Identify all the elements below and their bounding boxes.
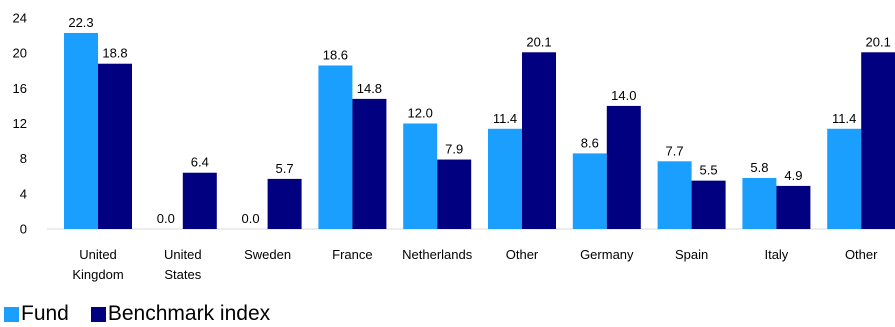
y-tick-label: 20 [13, 46, 27, 61]
bar-fund [657, 161, 692, 229]
data-label: 22.3 [68, 15, 93, 30]
legend-swatch-fund [4, 306, 19, 322]
bar-benchmark-index [267, 178, 302, 229]
bar-benchmark-index [352, 98, 387, 229]
data-label: 14.8 [357, 81, 382, 96]
x-tick-label: Other [845, 247, 878, 262]
data-label: 8.6 [581, 135, 599, 150]
data-label: 4.9 [784, 168, 802, 183]
bar-fund [488, 128, 522, 229]
bar-benchmark-index [522, 52, 556, 229]
x-tick-label: Germany [580, 247, 634, 262]
data-label: 6.4 [191, 155, 209, 170]
x-tick-label: France [332, 247, 372, 262]
bar-benchmark-index [606, 105, 641, 229]
data-label: 7.9 [445, 142, 463, 157]
y-tick-label: 0 [20, 222, 27, 237]
data-label: 0.0 [242, 211, 260, 226]
x-tick-label: Italy [764, 247, 788, 262]
bar-benchmark-index [776, 185, 811, 229]
data-label: 5.5 [700, 163, 718, 178]
data-label: 5.7 [276, 161, 294, 176]
bar-benchmark-index [861, 52, 895, 229]
y-tick-label: 24 [13, 11, 27, 26]
data-label: 7.7 [666, 143, 684, 158]
legend-item-fund: Fund [4, 302, 69, 326]
data-label: 11.4 [493, 111, 517, 126]
data-label: 18.6 [323, 47, 348, 62]
y-tick-label: 12 [13, 116, 27, 131]
bar-benchmark-index [98, 63, 132, 229]
x-tick-label: Spain [675, 247, 708, 262]
data-label: 14.0 [611, 88, 636, 103]
data-label: 20.1 [526, 34, 551, 49]
data-label: 20.1 [866, 34, 891, 49]
x-tick-label: Sweden [244, 247, 291, 262]
x-tick-label: States [164, 267, 201, 282]
bar-fund [827, 128, 862, 229]
x-tick-label: Kingdom [72, 267, 123, 282]
y-tick-label: 8 [20, 151, 27, 166]
data-label: 0.0 [157, 211, 175, 226]
x-tick-label: United [164, 247, 202, 262]
data-label: 11.4 [832, 111, 856, 126]
legend: Fund Benchmark index [4, 302, 292, 326]
data-label: 12.0 [408, 106, 433, 121]
bar-benchmark-index [437, 159, 472, 229]
legend-label-fund: Fund [21, 302, 69, 325]
legend-item-benchmark-index: Benchmark index [90, 302, 271, 326]
bar-fund [742, 178, 777, 229]
x-tick-label: United [79, 247, 117, 262]
x-tick-label: Netherlands [402, 247, 473, 262]
y-tick-label: 4 [20, 186, 27, 201]
bar-benchmark-index [182, 172, 217, 229]
bar-benchmark-index [691, 180, 726, 229]
bar-fund [572, 153, 607, 229]
data-label: 18.8 [102, 46, 127, 61]
x-tick-label: Other [506, 247, 539, 262]
y-tick-label: 16 [13, 81, 27, 96]
data-label: 5.8 [750, 160, 768, 175]
legend-swatch-benchmark-index [90, 306, 106, 322]
bar-fund [403, 123, 438, 229]
bar-fund [64, 32, 98, 230]
legend-label-benchmark-index: Benchmark index [107, 302, 271, 325]
bar-fund [318, 65, 353, 229]
